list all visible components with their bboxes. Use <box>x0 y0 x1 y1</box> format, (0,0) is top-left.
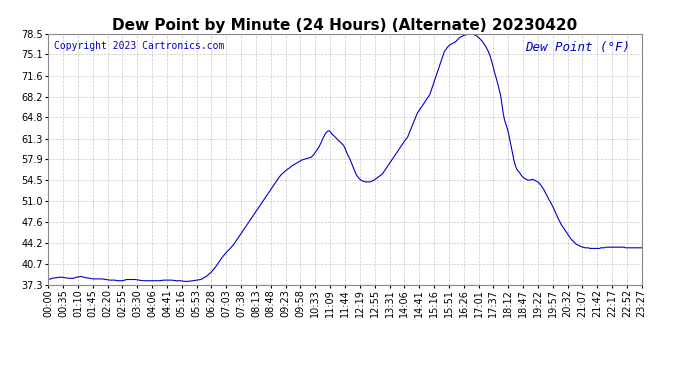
Title: Dew Point by Minute (24 Hours) (Alternate) 20230420: Dew Point by Minute (24 Hours) (Alternat… <box>112 18 578 33</box>
Text: Dew Point (°F): Dew Point (°F) <box>525 41 630 54</box>
Text: Copyright 2023 Cartronics.com: Copyright 2023 Cartronics.com <box>55 41 225 51</box>
